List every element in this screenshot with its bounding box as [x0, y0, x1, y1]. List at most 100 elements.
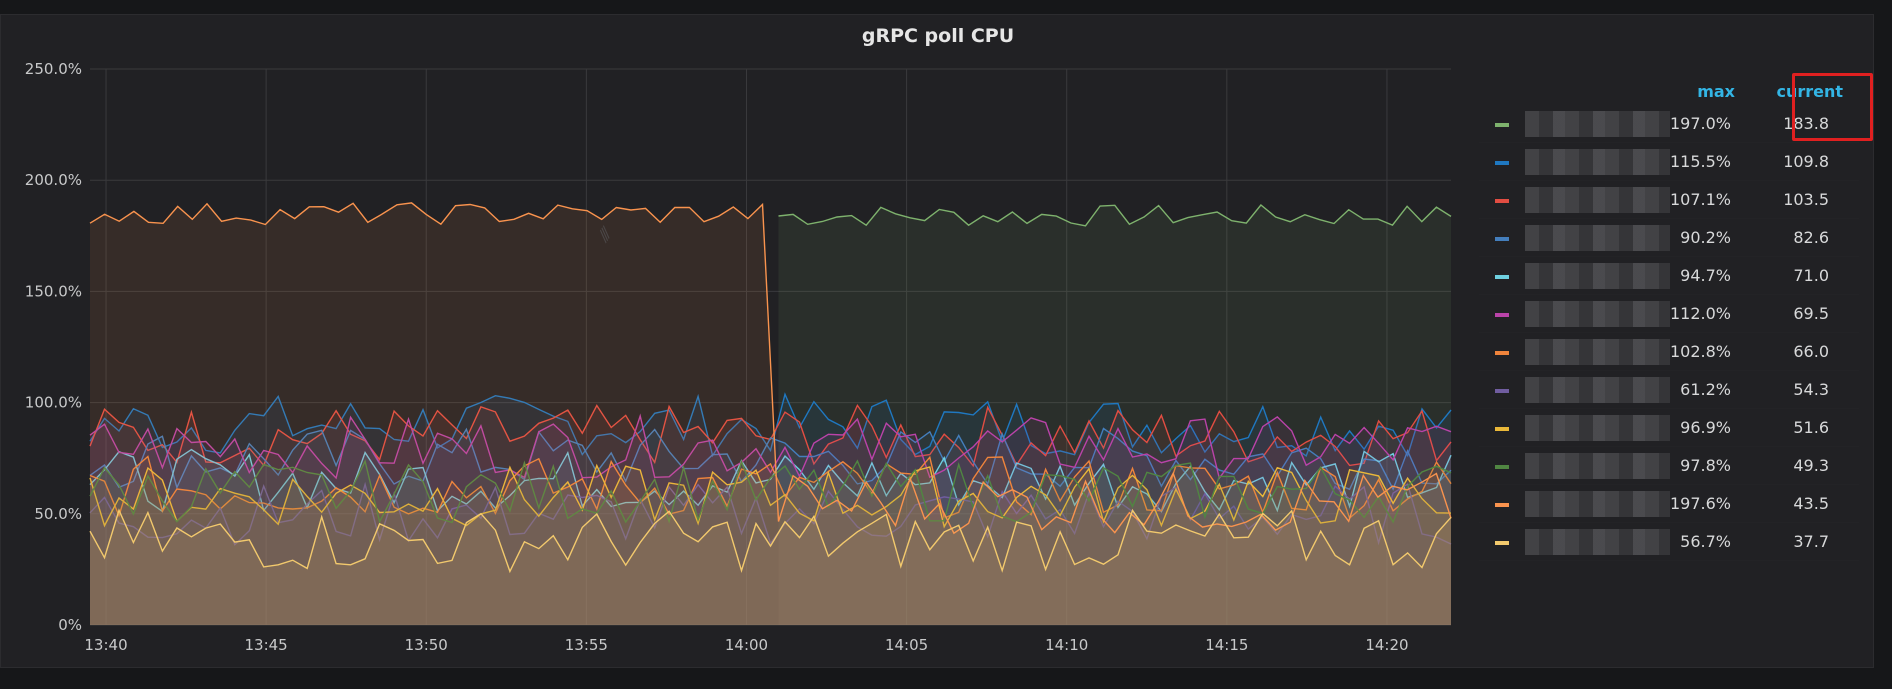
legend-name-redacted: [1525, 529, 1670, 555]
legend: max current 197.0% 183.8 115.5% 109.8 107.1%…: [1479, 67, 1859, 561]
x-tick-label: 14:05: [885, 636, 928, 654]
highlight-box: [1792, 73, 1873, 141]
legend-current-value: 43.5: [1793, 494, 1829, 513]
legend-swatch: [1495, 427, 1509, 431]
series-line: [89, 459, 1452, 524]
y-tick-label: 100.0%: [25, 394, 82, 412]
legend-name-redacted: [1525, 491, 1670, 517]
legend-current-value: 103.5: [1783, 190, 1829, 209]
legend-max-value: 61.2%: [1680, 380, 1731, 399]
series-area: [90, 510, 1451, 625]
series-area: [90, 405, 1451, 625]
legend-swatch: [1495, 199, 1509, 203]
legend-swatch: [1495, 161, 1509, 165]
legend-max-value: 107.1%: [1669, 190, 1731, 209]
legend-current-value: 71.0: [1793, 266, 1829, 285]
legend-current-value: 51.6: [1793, 418, 1829, 437]
legend-row[interactable]: 107.1% 103.5: [1479, 181, 1859, 219]
series-area: [90, 394, 1451, 625]
panel-title[interactable]: gRPC poll CPU: [861, 25, 1015, 47]
series-line: [89, 392, 1452, 458]
legend-max-value: 96.9%: [1680, 418, 1731, 437]
legend-row[interactable]: 115.5% 109.8: [1479, 143, 1859, 181]
legend-name-redacted: [1525, 187, 1670, 213]
legend-max-value: 197.6%: [1669, 494, 1731, 513]
x-tick-label: 13:55: [565, 636, 608, 654]
legend-swatch: [1495, 541, 1509, 545]
legend-max-value: 56.7%: [1680, 532, 1731, 551]
legend-row[interactable]: 97.8% 49.3: [1479, 447, 1859, 485]
legend-current-value: 109.8: [1783, 152, 1829, 171]
x-tick-label: 14:00: [725, 636, 768, 654]
legend-row[interactable]: 102.8% 66.0: [1479, 333, 1859, 371]
legend-current-value: 54.3: [1793, 380, 1829, 399]
legend-row[interactable]: 94.7% 71.0: [1479, 257, 1859, 295]
legend-max-value: 97.8%: [1680, 456, 1731, 475]
legend-name-redacted: [1525, 149, 1670, 175]
series-line: [89, 455, 1452, 520]
series-line: [89, 413, 1452, 480]
legend-row[interactable]: 61.2% 54.3: [1479, 371, 1859, 409]
y-tick-label: 250.0%: [25, 60, 82, 78]
legend-max-value: 112.0%: [1669, 304, 1731, 323]
x-tick-label: 14:20: [1365, 636, 1408, 654]
legend-row[interactable]: 96.9% 51.6: [1479, 409, 1859, 447]
legend-name-redacted: [1525, 415, 1670, 441]
legend-swatch: [1495, 237, 1509, 241]
series-area: [90, 416, 1451, 625]
legend-swatch: [1495, 351, 1509, 355]
x-tick-label: 13:50: [405, 636, 448, 654]
legend-current-value: 66.0: [1793, 342, 1829, 361]
series-line: [89, 508, 1452, 574]
legend-current-value: 49.3: [1793, 456, 1829, 475]
legend-swatch: [1495, 313, 1509, 317]
legend-max-value: 94.7%: [1680, 266, 1731, 285]
series-line: [89, 403, 1452, 468]
legend-max-value: 197.0%: [1669, 114, 1731, 133]
series-area: [90, 449, 1451, 625]
legend-swatch: [1495, 503, 1509, 507]
legend-name-redacted: [1525, 263, 1670, 289]
x-tick-label: 14:10: [1045, 636, 1088, 654]
chart-canvas: 0% 50.0% 100.0% 150.0% 200.0% 250.0% 13:40 13:4…: [25, 60, 1452, 654]
series-line: [89, 448, 1452, 513]
series-area: [90, 202, 1451, 625]
x-tick-label: 13:40: [84, 636, 127, 654]
series-area: [90, 428, 1451, 625]
x-tick-label: 13:45: [245, 636, 288, 654]
series-area: [90, 461, 1451, 625]
legend-row[interactable]: 112.0% 69.5: [1479, 295, 1859, 333]
series-line: [89, 481, 1452, 546]
legend-name-redacted: [1525, 225, 1670, 251]
chart-panel: gRPC poll CPU 0% 50.0% 100.0% 150.0% 200.0% 2…: [0, 14, 1874, 668]
y-tick-label: 200.0%: [25, 171, 82, 189]
legend-swatch: [1495, 123, 1509, 127]
legend-name-redacted: [1525, 377, 1670, 403]
legend-swatch: [1495, 389, 1509, 393]
legend-name-redacted: [1525, 453, 1670, 479]
x-tick-label: 14:15: [1205, 636, 1248, 654]
legend-name-redacted: [1525, 301, 1670, 327]
series-line: [778, 204, 1452, 227]
series-line: [89, 463, 1452, 529]
legend-current-value: 82.6: [1793, 228, 1829, 247]
legend-row[interactable]: 90.2% 82.6: [1479, 219, 1859, 257]
series-line: [89, 202, 1452, 535]
series-area: [90, 484, 1451, 625]
y-tick-label: 150.0%: [25, 282, 82, 300]
legend-current-value: 69.5: [1793, 304, 1829, 323]
y-tick-label: 50.0%: [34, 505, 82, 523]
legend-row[interactable]: 56.7% 37.7: [1479, 523, 1859, 561]
legend-max-value: 115.5%: [1669, 152, 1731, 171]
legend-name-redacted: [1525, 339, 1670, 365]
series-area: [90, 456, 1451, 625]
legend-max-header[interactable]: max: [1697, 82, 1735, 101]
y-tick-label: 0%: [58, 616, 82, 634]
legend-rows: 197.0% 183.8 115.5% 109.8 107.1% 103.5 90.2% 82…: [1479, 105, 1859, 561]
legend-current-value: 37.7: [1793, 532, 1829, 551]
legend-max-value: 90.2%: [1680, 228, 1731, 247]
legend-max-value: 102.8%: [1669, 342, 1731, 361]
legend-swatch: [1495, 465, 1509, 469]
legend-swatch: [1495, 275, 1509, 279]
legend-row[interactable]: 197.6% 43.5: [1479, 485, 1859, 523]
